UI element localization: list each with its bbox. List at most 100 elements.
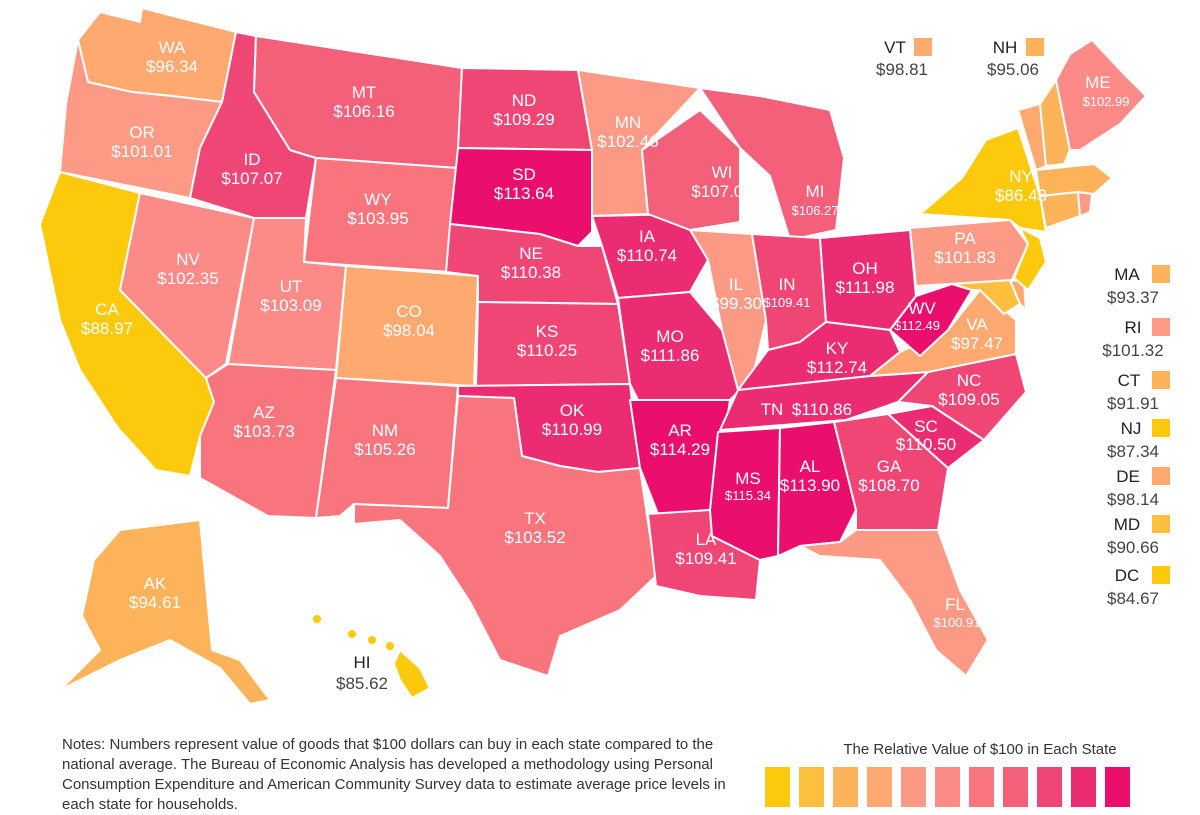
side-dc-abbr: DC — [1115, 566, 1140, 585]
label-nc-value: $109.05 — [938, 390, 999, 409]
label-va-value: $97.47 — [951, 334, 1003, 353]
label-il-abbr: IL — [729, 275, 743, 294]
legend-swatch-9 — [1037, 767, 1062, 807]
side-ma-abbr: MA — [1114, 265, 1140, 284]
label-mn-value: $102.46 — [597, 132, 658, 151]
label-oh-value: $111.98 — [836, 278, 895, 297]
label-mt-abbr: MT — [352, 83, 377, 102]
state-az[interactable] — [199, 363, 337, 519]
label-in-abbr: IN — [779, 275, 796, 294]
side-ma-value: $93.37 — [1107, 288, 1159, 307]
state-nj[interactable] — [1013, 227, 1047, 291]
label-nc-abbr: NC — [957, 371, 982, 390]
state-ri[interactable] — [1077, 191, 1093, 217]
label-ne-value: $110.38 — [501, 263, 561, 282]
label-me-abbr: ME — [1085, 73, 1111, 92]
side-md-value: $90.66 — [1107, 538, 1159, 557]
state-nh[interactable] — [1039, 79, 1071, 167]
legend-swatch-1 — [765, 767, 790, 807]
label-la-value: $109.41 — [675, 549, 736, 568]
state-ma[interactable] — [1035, 163, 1113, 197]
label-ar-abbr: AR — [668, 421, 692, 440]
label-mi-value: $106.27 — [792, 203, 839, 218]
side-ri-abbr: RI — [1125, 318, 1142, 337]
label-tx-abbr: TX — [524, 509, 546, 528]
label-al-abbr: AL — [800, 457, 821, 476]
label-co-abbr: CO — [396, 302, 422, 321]
label-ny-abbr: NY — [1009, 167, 1033, 186]
legend-swatch-4 — [867, 767, 892, 807]
side-ct-abbr: CT — [1118, 371, 1141, 390]
label-nm-abbr: NM — [372, 421, 398, 440]
label-ar-value: $114.29 — [650, 440, 710, 459]
label-hi-value: $85.62 — [336, 674, 388, 693]
label-ks-abbr: KS — [536, 322, 559, 341]
label-ne-abbr: NE — [519, 244, 543, 263]
label-sd-value: $113.64 — [494, 184, 554, 203]
label-ny-value: $86.43 — [995, 186, 1047, 205]
state-me[interactable] — [1055, 39, 1147, 151]
label-nh-abbr: NH — [993, 38, 1018, 57]
state-mi[interactable] — [699, 87, 845, 241]
label-ga-value: $108.70 — [858, 476, 919, 495]
label-or-value: $101.01 — [111, 142, 172, 161]
label-al-value: $113.90 — [780, 476, 840, 495]
side-md-abbr: MD — [1114, 515, 1140, 534]
label-vt-value: $98.81 — [876, 60, 928, 79]
label-wy-abbr: WY — [364, 190, 391, 209]
side-nj-abbr: NJ — [1121, 419, 1142, 438]
legend-swatch-5 — [901, 767, 926, 807]
label-la-abbr: LA — [696, 530, 717, 549]
label-wi-value: $107.07 — [691, 182, 752, 201]
label-mn-abbr: MN — [615, 113, 641, 132]
label-wa-value: $96.34 — [146, 57, 198, 76]
swatch-vt — [914, 38, 932, 56]
swatch-nj — [1152, 419, 1170, 437]
label-tx-value: $103.52 — [504, 528, 565, 547]
side-de-abbr: DE — [1116, 467, 1140, 486]
legend-swatches — [765, 767, 1139, 807]
state-tx[interactable] — [353, 395, 657, 677]
label-ok-abbr: OK — [560, 401, 585, 420]
legend-swatch-8 — [1003, 767, 1028, 807]
label-vt-abbr: VT — [884, 38, 906, 57]
label-ia-value: $110.74 — [617, 246, 677, 265]
label-fl-value: $100.91 — [934, 615, 981, 630]
label-va-abbr: VA — [966, 315, 988, 334]
label-mi-abbr: MI — [806, 182, 825, 201]
label-co-value: $98.04 — [383, 321, 435, 340]
label-id-value: $107.07 — [221, 169, 282, 188]
swatch-ma — [1152, 265, 1170, 283]
label-mo-value: $111.86 — [641, 346, 700, 365]
label-nd-abbr: ND — [512, 91, 537, 110]
label-wv-value: $112.49 — [894, 318, 940, 333]
legend-swatch-6 — [935, 767, 960, 807]
swatch-ri — [1152, 318, 1170, 336]
label-nh-value: $95.06 — [987, 60, 1039, 79]
legend-swatch-10 — [1071, 767, 1096, 807]
side-nj-value: $87.34 — [1107, 442, 1159, 461]
label-pa-value: $101.83 — [934, 248, 995, 267]
label-nv-abbr: NV — [176, 250, 200, 269]
label-mt-value: $106.16 — [333, 102, 394, 121]
label-ga-abbr: GA — [877, 457, 902, 476]
state-hi[interactable] — [311, 613, 431, 699]
label-sd-abbr: SD — [512, 165, 536, 184]
label-il-value: $99.30 — [710, 294, 762, 313]
label-in-value: $109.41 — [764, 295, 811, 310]
state-ak[interactable] — [59, 519, 271, 705]
label-oh-abbr: OH — [852, 259, 878, 278]
label-ca-abbr: CA — [95, 300, 119, 319]
label-ms-value: $115.34 — [725, 488, 771, 503]
label-ca-value: $88.97 — [81, 319, 133, 338]
state-fl[interactable] — [799, 529, 989, 677]
swatch-dc — [1152, 566, 1170, 584]
label-sc-value: $110.50 — [896, 435, 956, 454]
label-tn-abbr: TN — [761, 400, 784, 419]
label-ok-value: $110.99 — [542, 420, 602, 439]
label-az-abbr: AZ — [253, 403, 275, 422]
label-mo-abbr: MO — [656, 327, 683, 346]
label-hi-abbr: HI — [354, 653, 371, 672]
state-wi[interactable] — [641, 109, 741, 231]
label-ms-abbr: MS — [735, 469, 761, 488]
